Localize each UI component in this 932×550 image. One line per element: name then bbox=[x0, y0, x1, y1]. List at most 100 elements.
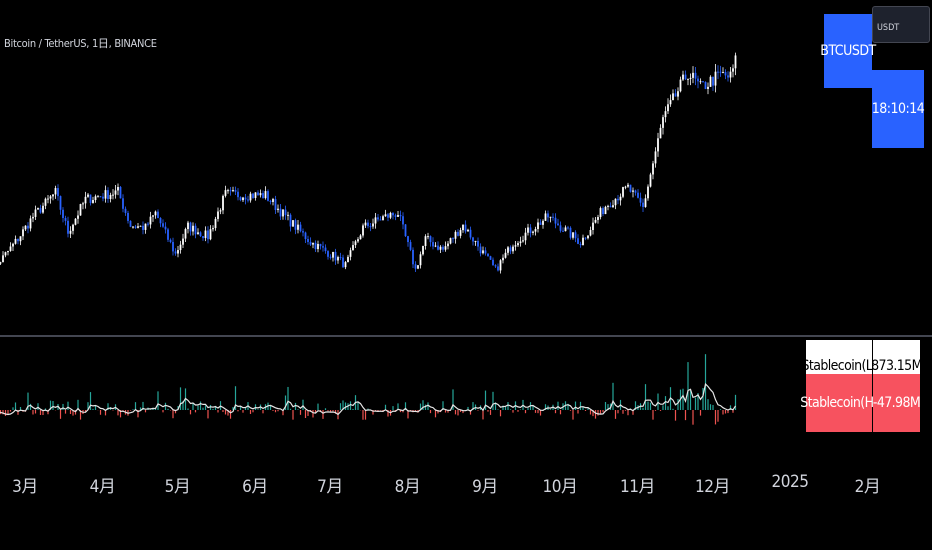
candle-body bbox=[672, 93, 674, 101]
candle-body bbox=[87, 194, 89, 197]
candle-body bbox=[347, 256, 349, 263]
histogram-bar bbox=[4, 410, 7, 417]
histogram-bar bbox=[362, 410, 364, 420]
candle-body bbox=[392, 212, 394, 216]
histogram-bar bbox=[307, 410, 309, 416]
histogram-bar bbox=[384, 404, 387, 410]
x-tick-label: 11月 bbox=[620, 477, 655, 497]
candle-body bbox=[314, 242, 317, 250]
candle-body bbox=[682, 74, 684, 80]
histogram-bar bbox=[39, 410, 42, 415]
histogram-bar bbox=[554, 410, 557, 414]
candle-body bbox=[237, 191, 239, 198]
candle-body bbox=[187, 222, 189, 230]
candle-body bbox=[104, 190, 107, 199]
candle-body bbox=[344, 262, 347, 268]
histogram-bar bbox=[414, 410, 417, 412]
histogram-bar bbox=[589, 410, 592, 415]
candle-body bbox=[507, 247, 509, 253]
histogram-bar bbox=[339, 403, 342, 410]
candle-body bbox=[224, 190, 227, 196]
histogram-bar bbox=[194, 410, 197, 413]
candle-body bbox=[409, 242, 412, 250]
candle-body bbox=[417, 265, 419, 269]
candle-body bbox=[67, 220, 69, 234]
candle-body bbox=[364, 222, 367, 226]
candle-body bbox=[124, 208, 127, 213]
candle-body bbox=[39, 208, 42, 213]
histogram-bar bbox=[204, 405, 207, 410]
histogram-bar bbox=[707, 399, 709, 410]
histogram-bar bbox=[407, 410, 409, 419]
candle-body bbox=[359, 235, 362, 240]
candle-body bbox=[264, 191, 267, 199]
histogram-bar bbox=[604, 401, 607, 410]
histogram-bar bbox=[302, 399, 304, 410]
x-tick-label: 8月 bbox=[394, 477, 421, 497]
histogram-bar bbox=[662, 405, 664, 410]
candle-body bbox=[244, 197, 247, 200]
histogram-bar bbox=[134, 402, 137, 410]
candle-body bbox=[427, 236, 429, 238]
candle-body bbox=[32, 216, 34, 219]
histogram-bar bbox=[572, 410, 574, 420]
candle-body bbox=[684, 74, 687, 80]
candle-body bbox=[112, 194, 114, 196]
candle-body bbox=[254, 192, 257, 198]
candle-body bbox=[502, 257, 504, 261]
candle-body bbox=[434, 245, 437, 247]
candle-body bbox=[84, 196, 87, 204]
candle-body bbox=[199, 232, 202, 237]
candle-body bbox=[702, 81, 704, 83]
candle-body bbox=[4, 252, 7, 256]
histogram-bar bbox=[532, 405, 534, 410]
candle-body bbox=[57, 188, 59, 197]
symbol-badge[interactable]: BTCUSDT bbox=[820, 14, 876, 88]
histogram-bar bbox=[512, 410, 514, 413]
candle-body bbox=[532, 231, 534, 233]
histogram-bar bbox=[172, 410, 174, 419]
candle-body bbox=[212, 228, 214, 230]
candle-body bbox=[517, 243, 519, 246]
histogram-bar bbox=[587, 408, 589, 410]
x-tick-label: 6月 bbox=[242, 477, 268, 497]
candle-body bbox=[527, 227, 529, 233]
candle-body bbox=[617, 198, 619, 201]
histogram-bar bbox=[49, 400, 52, 410]
candle-body bbox=[294, 220, 297, 230]
histogram-bar bbox=[334, 410, 337, 414]
candle-body bbox=[389, 212, 392, 218]
histogram-bar bbox=[32, 410, 34, 415]
candle-body bbox=[539, 222, 542, 225]
candle-body bbox=[459, 230, 462, 236]
histogram-bar bbox=[597, 410, 599, 416]
histogram-bar bbox=[214, 405, 217, 410]
histogram-bar bbox=[484, 390, 487, 410]
candle-body bbox=[357, 239, 359, 242]
candle-body bbox=[12, 243, 14, 247]
histogram-bar bbox=[142, 401, 144, 410]
quote-currency-box[interactable]: USDT bbox=[872, 6, 930, 43]
candle-body bbox=[472, 237, 474, 242]
candle-body bbox=[194, 225, 197, 235]
histogram-bar bbox=[174, 410, 177, 414]
histogram-bar bbox=[387, 410, 389, 417]
candle-body bbox=[59, 196, 62, 210]
histogram-bar bbox=[724, 410, 727, 414]
candle-body bbox=[564, 227, 567, 232]
candle-body bbox=[487, 253, 489, 257]
x-tick-label: 3月 bbox=[12, 477, 38, 497]
histogram-bar bbox=[27, 392, 29, 410]
candle-body bbox=[634, 190, 637, 193]
candle-body bbox=[612, 205, 614, 208]
histogram-bar bbox=[652, 410, 654, 420]
histogram-bar bbox=[427, 402, 429, 410]
candle-body bbox=[664, 111, 667, 118]
candle-body bbox=[537, 222, 539, 230]
histogram-bar bbox=[344, 402, 347, 410]
candle-body bbox=[202, 236, 204, 239]
histogram-bar bbox=[94, 405, 97, 410]
histogram-bar bbox=[454, 410, 457, 415]
